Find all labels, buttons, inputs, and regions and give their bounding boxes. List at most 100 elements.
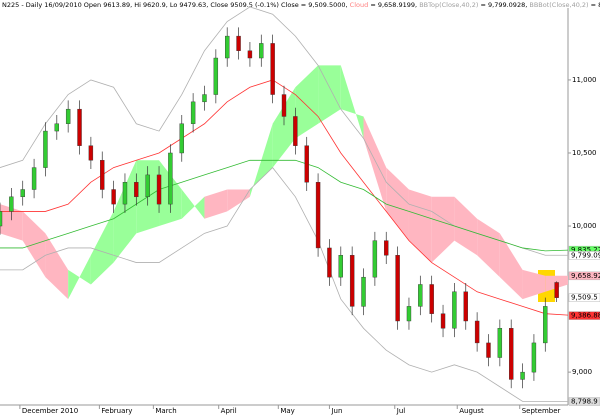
candle-body [418, 284, 423, 307]
candle-body [384, 240, 389, 256]
candle-body [361, 276, 366, 307]
candle-body [122, 182, 128, 205]
cloud-segment [318, 65, 341, 124]
header-part: = 9,658.9199, [370, 1, 417, 9]
candle-body [145, 174, 150, 198]
price-label: 9,835.22 [571, 246, 600, 254]
candle-body [531, 342, 537, 373]
candle-body [65, 108, 71, 124]
candle-body [111, 189, 116, 205]
candle-body [463, 291, 468, 322]
price-label: 9,509.5 [571, 294, 598, 302]
header-part: BBBot(Close,40,2) [529, 1, 588, 9]
candle-body [190, 101, 196, 124]
candle-body [338, 255, 343, 278]
candle-body [54, 123, 59, 132]
cloud-segment [0, 204, 23, 241]
candle-body [554, 282, 559, 298]
candle-body [395, 255, 400, 322]
candle-body [202, 94, 207, 103]
price-label: 9,386.88 [571, 312, 600, 320]
candle-body [156, 174, 162, 205]
cloud-segment [363, 116, 387, 212]
cloud-segment [386, 167, 409, 241]
candle-body [224, 35, 230, 59]
candle-body [20, 189, 25, 198]
candle-body [293, 116, 298, 146]
cloud-segment [249, 123, 273, 197]
cloud-segment [45, 233, 69, 300]
cloud-segment [181, 189, 205, 219]
candle-body [179, 123, 184, 154]
cloud-segment [227, 189, 250, 212]
header-part: N225 - Daily 16/09/2010 Open 9613.89, Hi… [2, 1, 348, 9]
cloud-segment [431, 196, 455, 263]
price-label-box [568, 251, 600, 260]
header-part: = 9,799.0928, [480, 1, 527, 9]
candle-body [168, 152, 173, 205]
candle-body [134, 182, 139, 198]
indicator-line [0, 159, 569, 252]
cloud-segment [499, 233, 523, 300]
candle-body [452, 291, 457, 329]
candle-body [259, 43, 264, 59]
price-label-box [568, 293, 600, 302]
candle-body [43, 130, 48, 168]
candle-body [440, 313, 446, 329]
candle-body [520, 371, 525, 380]
y-tick-label: 9,000 [572, 368, 592, 376]
x-tick-label: December 2010 [22, 407, 78, 415]
candle-body [270, 43, 275, 95]
price-label-box [568, 271, 600, 281]
x-tick-label: February [101, 407, 132, 415]
candle-body [100, 160, 105, 190]
cloud-segment [522, 269, 546, 300]
cloud-segment [340, 65, 364, 139]
y-tick-label: 11,000 [572, 76, 597, 84]
cloud-segment [90, 211, 114, 285]
price-label: 9,799.09 [571, 251, 600, 259]
candle-body [88, 145, 94, 161]
candle-body [474, 320, 480, 344]
cloud-segment [272, 87, 296, 168]
x-tick-label: March [155, 407, 176, 415]
candle-body [406, 306, 412, 322]
candle-body [486, 342, 491, 358]
price-label-box [568, 311, 600, 320]
candle-body [372, 240, 378, 278]
candle-body [429, 284, 434, 314]
y-tick-label: 10,000 [572, 222, 597, 230]
candle-body [327, 247, 332, 278]
x-tick-label: Jul [396, 407, 406, 415]
cloud-segment [68, 255, 91, 300]
candle-body [0, 211, 3, 227]
x-tick-label: May [280, 407, 294, 415]
y-tick-label: 10,500 [572, 149, 597, 157]
candle-body [247, 50, 253, 59]
candle-body [213, 57, 219, 95]
candle-body [31, 167, 37, 190]
header-part: BBTop(Close,40,2) [419, 1, 478, 9]
price-label: 8,798.9 [571, 398, 598, 406]
candle-body [509, 328, 514, 380]
candle-body [543, 306, 548, 344]
cloud-segment [477, 218, 500, 278]
candle-body [281, 94, 287, 117]
header-part: Cloud [350, 1, 369, 9]
cloud-segment [454, 196, 478, 256]
price-label: 9,658.92 [571, 272, 600, 280]
candle-body [304, 145, 309, 183]
cloud-segment [204, 189, 228, 219]
candle-body [315, 182, 321, 249]
x-tick-label: April [221, 407, 237, 415]
x-tick-label: August [459, 407, 484, 415]
price-label-box [568, 397, 600, 406]
header-part: = 8,798.9014, [591, 1, 600, 9]
chart-header: N225 - Daily 16/09/2010 Open 9613.89, Hi… [2, 1, 600, 9]
candle-body [349, 255, 355, 307]
candle-body [9, 196, 14, 212]
x-tick-label: Jun [330, 407, 342, 415]
cloud-segment [408, 189, 432, 263]
candle-body [497, 328, 503, 358]
